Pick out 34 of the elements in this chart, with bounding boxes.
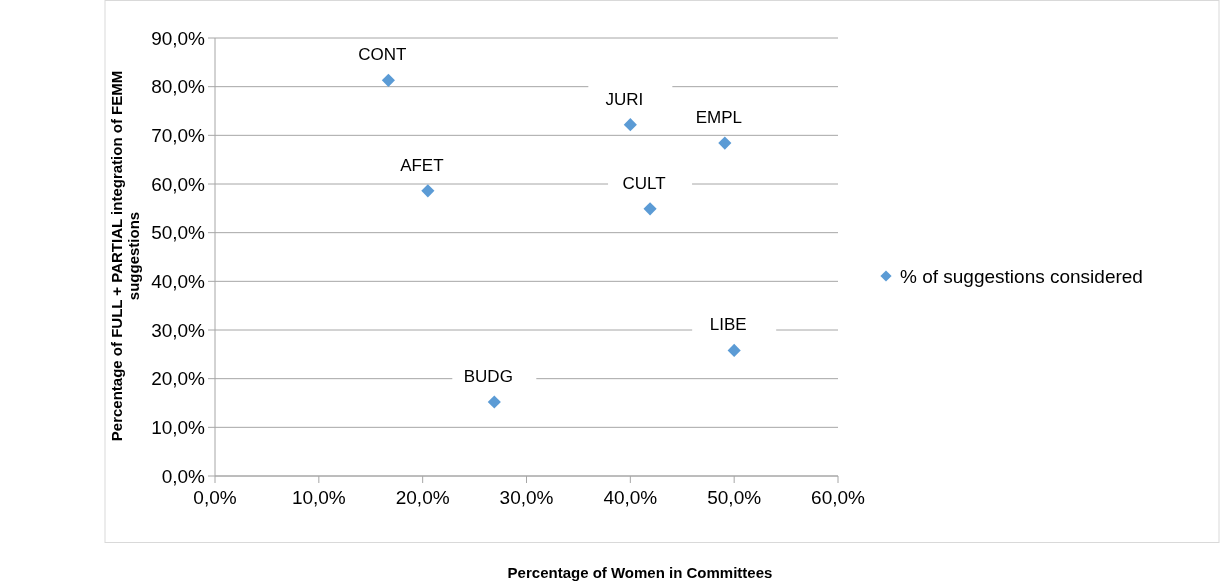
annotation: AFET [400, 155, 444, 175]
annotation: EMPL [695, 108, 742, 128]
x-tick-label: 50,0% [707, 487, 762, 508]
y-tick-label: 40,0% [151, 270, 206, 292]
x-tick-label: 0,0% [193, 487, 237, 508]
point [421, 184, 435, 198]
point [381, 73, 395, 87]
annotation: CONT [358, 45, 407, 65]
y-tick-label: 20,0% [151, 368, 206, 390]
point [623, 118, 637, 132]
x-tick-label: 20,0% [395, 487, 450, 508]
x-tick-label: 60,0% [811, 487, 866, 508]
x-tick-label: 30,0% [499, 487, 554, 508]
y-tick-label: 0,0% [161, 465, 206, 487]
x-tick-label: 40,0% [603, 487, 658, 508]
y-tick-label: 10,0% [151, 416, 206, 438]
legend-label: % of suggestions considered [900, 265, 1143, 287]
annotation: BUDG [463, 367, 513, 387]
annotation: LIBE [709, 315, 747, 335]
y-tick-label: 60,0% [151, 173, 206, 195]
point [643, 202, 657, 216]
annotation: JURI [605, 89, 644, 109]
y-tick-label: 30,0% [151, 319, 206, 341]
x-tick-label: 10,0% [291, 487, 346, 508]
x-axis-title: Percentage of Women in Committees [507, 564, 773, 581]
y-tick-label: 80,0% [151, 76, 206, 98]
y-axis-title: Percentage of FULL + PARTIAL integration of FEMM suggestions [108, 70, 142, 442]
point [487, 395, 501, 409]
y-tick-label: 50,0% [151, 222, 206, 244]
annotation: CULT [622, 173, 666, 193]
point [727, 343, 741, 358]
y-tick-label: 90,0% [151, 27, 206, 49]
point [718, 136, 732, 150]
y-tick-label: 70,0% [151, 124, 206, 146]
